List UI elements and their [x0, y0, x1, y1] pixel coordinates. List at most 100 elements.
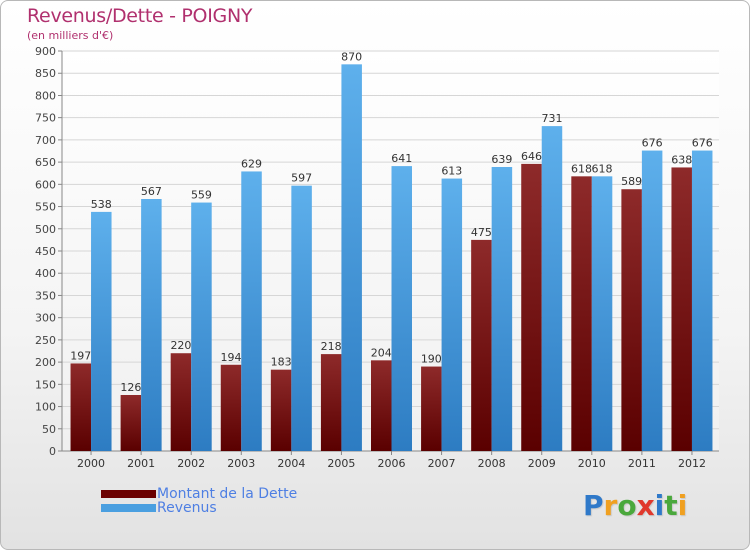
bar-revenus: [141, 199, 162, 451]
data-label-revenus: 629: [241, 157, 262, 170]
y-tick-label: 50: [42, 423, 56, 436]
y-tick-label: 550: [35, 201, 56, 214]
y-tick-label: 650: [35, 156, 56, 169]
legend-item-revenus: Revenus: [101, 501, 297, 515]
bar-revenus: [491, 167, 513, 451]
data-label-dette: 190: [421, 353, 442, 366]
bar-revenus: [91, 211, 112, 451]
data-label-revenus: 870: [341, 50, 362, 63]
x-tick-label: 2002: [177, 457, 205, 470]
data-label-revenus: 639: [491, 153, 512, 166]
x-tick-label: 2007: [428, 457, 456, 470]
x-tick-label: 2004: [277, 457, 305, 470]
y-tick-label: 500: [35, 223, 56, 236]
x-tick-label: 2009: [528, 457, 556, 470]
x-tick-label: 2005: [327, 457, 355, 470]
data-label-revenus: 618: [592, 162, 613, 175]
bar-dette: [521, 163, 542, 451]
chart-subtitle: (en milliers d'€): [27, 29, 114, 42]
y-tick-label: 450: [35, 245, 56, 258]
bar-revenus: [691, 150, 713, 452]
data-label-dette: 618: [571, 162, 592, 175]
bar-dette: [671, 167, 692, 451]
x-tick-label: 2010: [578, 457, 606, 470]
y-tick-label: 800: [35, 89, 56, 102]
logo-letter: i: [677, 489, 688, 522]
y-tick-label: 900: [35, 45, 56, 58]
data-label-dette: 218: [321, 340, 342, 353]
bar-revenus: [591, 176, 613, 452]
x-tick-label: 2006: [378, 457, 406, 470]
logo-letter: r: [603, 489, 618, 522]
data-label-revenus: 731: [541, 112, 562, 125]
bar-revenus: [391, 166, 412, 451]
logo-letter: t: [664, 489, 678, 522]
logo-letter: x: [636, 489, 655, 522]
y-tick-label: 300: [35, 312, 56, 325]
data-label-dette: 126: [120, 381, 141, 394]
bar-dette: [571, 176, 592, 452]
bar-revenus: [341, 64, 362, 452]
legend-swatch-dette: [101, 490, 156, 498]
y-tick-label: 250: [35, 334, 56, 347]
data-label-revenus: 567: [141, 185, 162, 198]
bar-revenus: [541, 126, 563, 451]
chart-title: Revenus/Dette - POIGNY: [27, 5, 253, 27]
bar-dette: [270, 369, 292, 451]
logo-letter: o: [617, 489, 637, 522]
y-tick-label: 0: [49, 445, 56, 458]
logo-letter: P: [583, 489, 604, 522]
x-tick-label: 2000: [77, 457, 105, 470]
bar-dette: [170, 353, 192, 451]
data-label-revenus: 676: [692, 137, 713, 150]
bar-revenus: [241, 171, 262, 451]
data-label-revenus: 538: [91, 198, 112, 211]
data-label-dette: 638: [671, 153, 692, 166]
legend-item-dette: Montant de la Dette: [101, 487, 297, 501]
y-tick-label: 100: [35, 401, 56, 414]
data-label-dette: 204: [371, 346, 392, 359]
data-label-revenus: 613: [441, 165, 462, 178]
y-tick-label: 350: [35, 289, 56, 302]
x-tick-label: 2003: [227, 457, 255, 470]
proxiti-logo: Proxiti: [583, 489, 687, 522]
data-label-dette: 646: [521, 150, 542, 163]
x-tick-label: 2011: [628, 457, 656, 470]
data-label-revenus: 559: [191, 189, 212, 202]
data-label-revenus: 597: [291, 172, 312, 185]
data-label-dette: 589: [621, 175, 642, 188]
y-tick-label: 400: [35, 267, 56, 280]
data-label-revenus: 676: [642, 137, 663, 150]
legend-label-dette: Montant de la Dette: [157, 486, 298, 502]
y-tick-label: 750: [35, 112, 56, 125]
bar-dette: [220, 364, 242, 451]
bar-dette: [621, 189, 642, 451]
data-label-dette: 194: [221, 351, 242, 364]
x-tick-label: 2008: [478, 457, 506, 470]
data-label-dette: 183: [271, 356, 292, 369]
x-tick-label: 2001: [127, 457, 155, 470]
x-tick-label: 2012: [678, 457, 706, 470]
legend: Montant de la Dette Revenus: [101, 487, 297, 515]
y-tick-label: 600: [35, 178, 56, 191]
data-label-dette: 475: [471, 226, 492, 239]
bar-revenus: [191, 202, 212, 451]
logo-letter: i: [654, 489, 665, 522]
legend-swatch-revenus: [101, 504, 156, 512]
legend-label-revenus: Revenus: [157, 500, 217, 516]
data-label-dette: 220: [170, 339, 191, 352]
data-label-dette: 197: [70, 349, 91, 362]
bar-dette: [471, 239, 492, 451]
y-tick-label: 700: [35, 134, 56, 147]
bar-dette: [371, 360, 392, 451]
y-tick-label: 150: [35, 378, 56, 391]
data-label-revenus: 641: [391, 152, 412, 165]
bar-revenus: [441, 178, 463, 452]
bar-revenus: [641, 150, 663, 452]
bar-dette: [421, 366, 442, 451]
bar-dette: [70, 363, 92, 451]
bar-revenus: [291, 185, 312, 451]
y-tick-label: 850: [35, 67, 56, 80]
